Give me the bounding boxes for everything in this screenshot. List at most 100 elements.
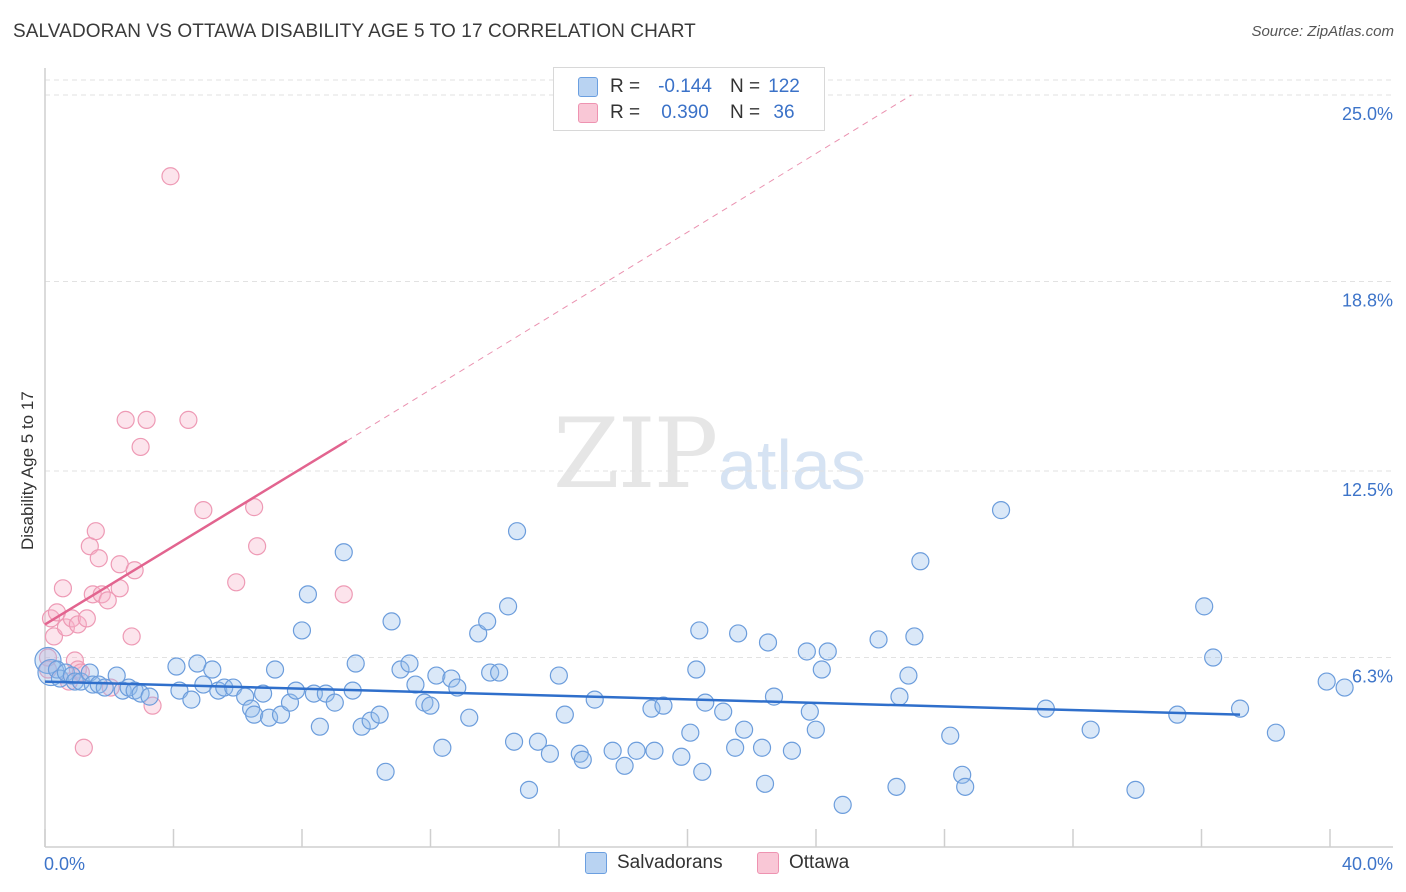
salvadoran-point xyxy=(818,642,837,661)
salvadoran-point xyxy=(507,522,527,541)
bottom-legend: Salvadorans Ottawa xyxy=(0,852,1406,876)
axes xyxy=(44,68,1393,848)
legend-n-label: N = xyxy=(730,102,761,123)
salvadoran-point xyxy=(782,741,802,760)
salvadoran-point xyxy=(298,585,318,604)
ottawa-point xyxy=(179,410,198,429)
ottawa-point xyxy=(98,591,117,610)
salvadoran-point xyxy=(540,744,560,763)
legend-swatch-pink xyxy=(578,103,598,123)
salvadoran-point xyxy=(555,705,574,724)
salvadoran-point xyxy=(615,756,634,775)
salvadoran-point xyxy=(334,543,353,562)
salvadoran-point xyxy=(528,732,548,751)
bottom-legend-label: Salvadorans xyxy=(617,852,723,873)
salvadoran-point xyxy=(325,693,344,712)
ottawa-point xyxy=(89,549,108,568)
salvadoran-point xyxy=(400,654,419,673)
salvadoran-point xyxy=(729,624,748,643)
salvadoran-point xyxy=(1126,780,1145,799)
salvadoran-point xyxy=(693,762,712,781)
salvadoran-point xyxy=(1204,648,1223,667)
salvadoran-point xyxy=(833,795,852,814)
y-tick-label: 12.5% xyxy=(1342,480,1393,500)
legend: R = -0.144 N = 122 R = 0.390 N = 36 xyxy=(553,67,825,131)
ottawa-point xyxy=(248,537,267,556)
trend-lines xyxy=(44,94,1241,716)
ottawa-point xyxy=(137,410,156,429)
salvadoran-point xyxy=(478,612,497,631)
salvadoran-point xyxy=(905,627,924,646)
salvadoran-point xyxy=(690,621,709,640)
salvadoran-point xyxy=(806,720,825,739)
salvadoran-point xyxy=(406,675,425,694)
legend-swatch-blue xyxy=(578,77,598,97)
bottom-legend-salvadorans[interactable]: Salvadorans xyxy=(585,852,723,874)
watermark-atlas: atlas xyxy=(718,426,866,504)
salvadoran-point xyxy=(991,501,1011,520)
salvadoran-point xyxy=(167,657,186,676)
salvadoran-point xyxy=(800,702,819,721)
legend-row-ottawa: R = 0.390 N = 36 xyxy=(578,101,806,125)
ottawa-points xyxy=(38,167,353,757)
salvadoran-point xyxy=(672,747,691,766)
salvadoran-point xyxy=(573,750,592,769)
salvadoran-point xyxy=(245,705,264,724)
salvadoran-point xyxy=(911,552,930,571)
salvadoran-point xyxy=(433,738,452,757)
ottawa-point xyxy=(86,522,105,541)
salvadoran-point xyxy=(549,666,568,685)
salvadoran-point xyxy=(310,717,329,736)
watermark-zip: ZIP xyxy=(553,398,718,510)
salvadoran-point xyxy=(361,711,380,730)
bottom-legend-swatch-blue xyxy=(585,852,607,874)
chart-title: SALVADORAN VS OTTAWA DISABILITY AGE 5 TO… xyxy=(13,21,696,42)
salvadoran-point xyxy=(953,765,972,784)
salvadoran-point xyxy=(714,702,733,721)
salvadoran-point xyxy=(504,732,524,751)
salvadoran-point xyxy=(797,642,816,661)
bottom-legend-label: Ottawa xyxy=(789,852,850,873)
salvadoran-point xyxy=(460,708,479,727)
ottawa-point xyxy=(53,579,73,598)
x-tick-label: 0.0% xyxy=(44,854,85,874)
legend-r-label: R = xyxy=(610,102,641,123)
ottawa-point xyxy=(56,618,76,637)
source-label: Source: ZipAtlas.com xyxy=(1251,23,1394,40)
salvadoran-point xyxy=(376,762,395,781)
salvadoran-point xyxy=(687,660,706,679)
salvadoran-point xyxy=(265,660,285,679)
salvadoran-point xyxy=(752,738,772,757)
ottawa-point xyxy=(227,573,246,592)
salvadoran-point xyxy=(642,699,661,718)
salvadoran-point xyxy=(1195,597,1214,616)
legend-r-value: -0.144 xyxy=(658,76,712,97)
salvadoran-point xyxy=(887,777,906,796)
salvadoran-point xyxy=(627,741,646,760)
legend-n-value: 36 xyxy=(773,102,795,123)
ottawa-point xyxy=(116,410,135,429)
salvadoran-point xyxy=(292,621,312,640)
legend-n-label: N = xyxy=(730,76,761,97)
salvadoran-point xyxy=(585,690,604,709)
ottawa-point xyxy=(131,437,150,457)
salvadoran-point xyxy=(391,660,410,679)
salvadoran-point xyxy=(956,777,975,796)
salvadoran-point xyxy=(758,633,778,652)
salvadoran-point xyxy=(1168,705,1187,724)
salvadoran-point xyxy=(899,666,918,685)
salvadoran-point xyxy=(654,696,673,715)
bottom-legend-swatch-pink xyxy=(757,852,779,874)
ottawa-point xyxy=(68,615,87,634)
salvadoran-point xyxy=(941,726,960,745)
salvadoran-point xyxy=(498,597,518,616)
salvadoran-point xyxy=(645,741,664,760)
bottom-legend-ottawa[interactable]: Ottawa xyxy=(757,852,849,874)
tick-labels: 6.3% 12.5% 18.8% 25.0% 0.0% 40.0% xyxy=(44,104,1393,874)
y-tick-label: 25.0% xyxy=(1342,104,1393,124)
legend-r-value: 0.390 xyxy=(661,102,709,123)
salvadoran-point xyxy=(182,690,201,709)
ottawa-trend-extension xyxy=(346,94,912,442)
salvadoran-point xyxy=(442,669,461,688)
salvadoran-point xyxy=(1317,672,1336,691)
